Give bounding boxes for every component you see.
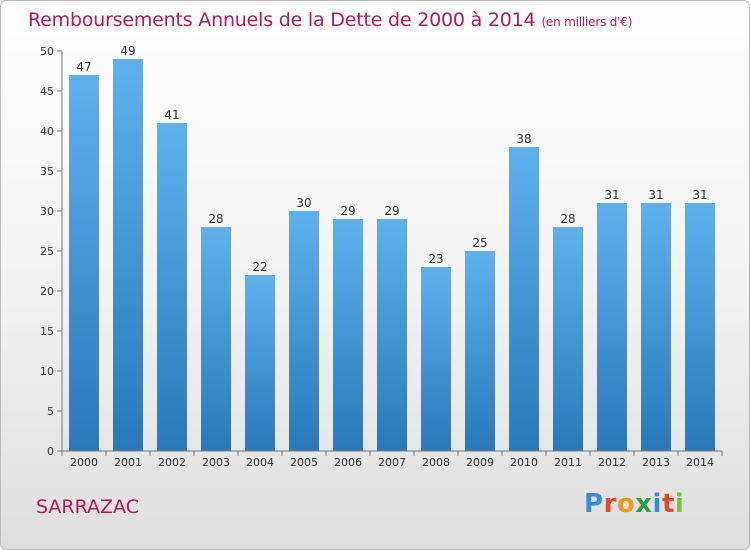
logo-letter: P (584, 489, 604, 519)
bar-value-label: 28 (560, 212, 575, 226)
y-tick-label: 15 (40, 325, 54, 338)
bar-value-label: 31 (692, 188, 707, 202)
y-tick-label: 0 (47, 445, 54, 458)
y-tick-label: 20 (40, 285, 54, 298)
x-tick-label: 2009 (466, 456, 494, 469)
bar-value-label: 25 (472, 236, 487, 250)
bar-value-label: 29 (340, 204, 355, 218)
y-tick-label: 50 (40, 45, 54, 58)
x-tick-label: 2014 (686, 456, 714, 469)
bar-value-label: 28 (208, 212, 223, 226)
bar-value-label: 22 (252, 260, 267, 274)
x-tick-label: 2011 (554, 456, 582, 469)
bar-value-label: 31 (648, 188, 663, 202)
bar-value-label: 29 (384, 204, 399, 218)
logo-letter: i (652, 489, 662, 519)
y-tick-label: 35 (40, 165, 54, 178)
logo-letter: i (674, 489, 685, 519)
x-tick-label: 2005 (290, 456, 318, 469)
logo-letter: r (603, 489, 617, 519)
x-tick-label: 2006 (334, 456, 362, 469)
proxiti-logo: Proxiti (584, 489, 684, 519)
logo-letter: o (616, 489, 636, 519)
bar-2008 (421, 267, 451, 451)
bar-value-label: 31 (604, 188, 619, 202)
y-tick-label: 10 (40, 365, 54, 378)
bar-2013 (641, 203, 671, 451)
bar-2003 (201, 227, 231, 451)
bar-2010 (509, 147, 539, 451)
x-tick-label: 2002 (158, 456, 186, 469)
x-tick-label: 2001 (114, 456, 142, 469)
y-tick-label: 30 (40, 205, 54, 218)
bar-2004 (245, 275, 275, 451)
bar-value-label: 41 (164, 108, 179, 122)
bar-2001 (113, 59, 143, 451)
x-tick-label: 2003 (202, 456, 230, 469)
x-tick-label: 2004 (246, 456, 274, 469)
bar-value-label: 38 (516, 132, 531, 146)
logo-letter: t (661, 489, 675, 519)
y-tick-label: 25 (40, 245, 54, 258)
y-tick-label: 45 (40, 85, 54, 98)
bar-value-label: 23 (428, 252, 443, 266)
x-tick-label: 2000 (70, 456, 98, 469)
bar-2000 (69, 75, 99, 451)
logo-letter: x (635, 489, 653, 519)
bar-2012 (597, 203, 627, 451)
bar-value-label: 30 (296, 196, 311, 210)
x-tick-label: 2013 (642, 456, 670, 469)
x-tick-label: 2008 (422, 456, 450, 469)
bar-2002 (157, 123, 187, 451)
y-tick-label: 5 (47, 405, 54, 418)
x-tick-label: 2010 (510, 456, 538, 469)
bar-2014 (685, 203, 715, 451)
chart-unit: (en milliers d'€) (541, 15, 633, 29)
bar-value-label: 49 (120, 44, 135, 58)
chart-title-text: Remboursements Annuels de la Dette de 20… (28, 9, 536, 31)
bar-2006 (333, 219, 363, 451)
x-tick-label: 2007 (378, 456, 406, 469)
bar-2011 (553, 227, 583, 451)
bar-2009 (465, 251, 495, 451)
bar-value-label: 47 (76, 60, 91, 74)
bar-2007 (377, 219, 407, 451)
bar-2005 (289, 211, 319, 451)
y-tick-label: 40 (40, 125, 54, 138)
chart-title: Remboursements Annuels de la Dette de 20… (28, 9, 632, 31)
commune-name: SARRAZAC (36, 496, 139, 518)
x-tick-label: 2012 (598, 456, 626, 469)
